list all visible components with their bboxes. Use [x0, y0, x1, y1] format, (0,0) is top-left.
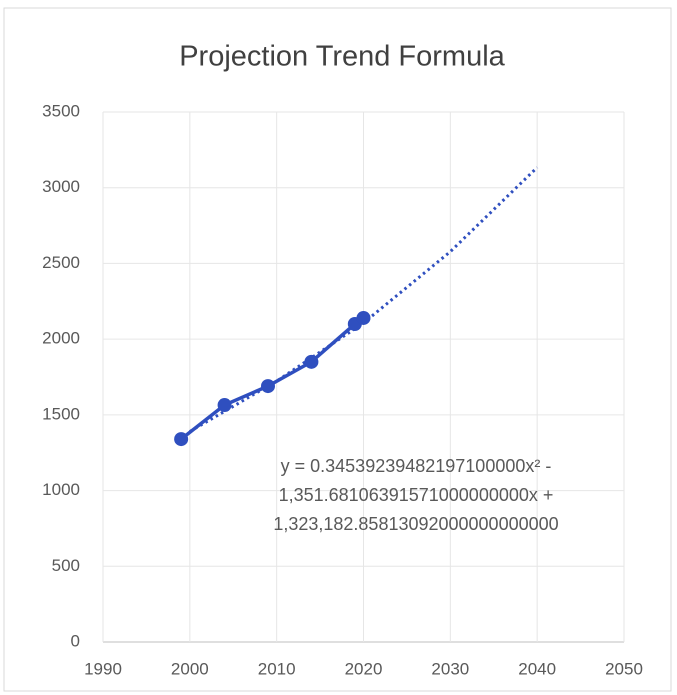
data-point	[217, 398, 232, 413]
trendline-equation: y = 0.34539239482197100000x² -	[281, 456, 552, 476]
x-tick-label: 1990	[84, 659, 122, 678]
chart-border	[3, 7, 672, 692]
data-point	[174, 432, 189, 447]
x-tick-label: 2040	[518, 659, 556, 678]
x-tick-label: 2020	[345, 659, 383, 678]
y-tick-label: 1000	[42, 480, 80, 499]
y-tick-label: 2000	[42, 329, 80, 348]
y-tick-label: 2500	[42, 253, 80, 272]
y-tick-label: 0	[71, 631, 80, 650]
x-tick-label: 2050	[605, 659, 643, 678]
y-tick-label: 500	[52, 556, 80, 575]
y-tick-label: 3000	[42, 177, 80, 196]
trendline-equation: 1,351.68106391571000000000x +	[279, 485, 554, 505]
x-tick-label: 2000	[171, 659, 209, 678]
data-point	[356, 310, 371, 325]
y-tick-label: 3500	[42, 101, 80, 120]
data-point	[304, 354, 319, 369]
trendline-equation: 1,323,182.85813092000000000000	[273, 514, 558, 534]
x-tick-label: 2010	[258, 659, 296, 678]
y-tick-label: 1500	[42, 404, 80, 423]
x-tick-label: 2030	[431, 659, 469, 678]
data-point	[260, 379, 275, 394]
chart-title: Projection Trend Formula	[179, 41, 505, 73]
